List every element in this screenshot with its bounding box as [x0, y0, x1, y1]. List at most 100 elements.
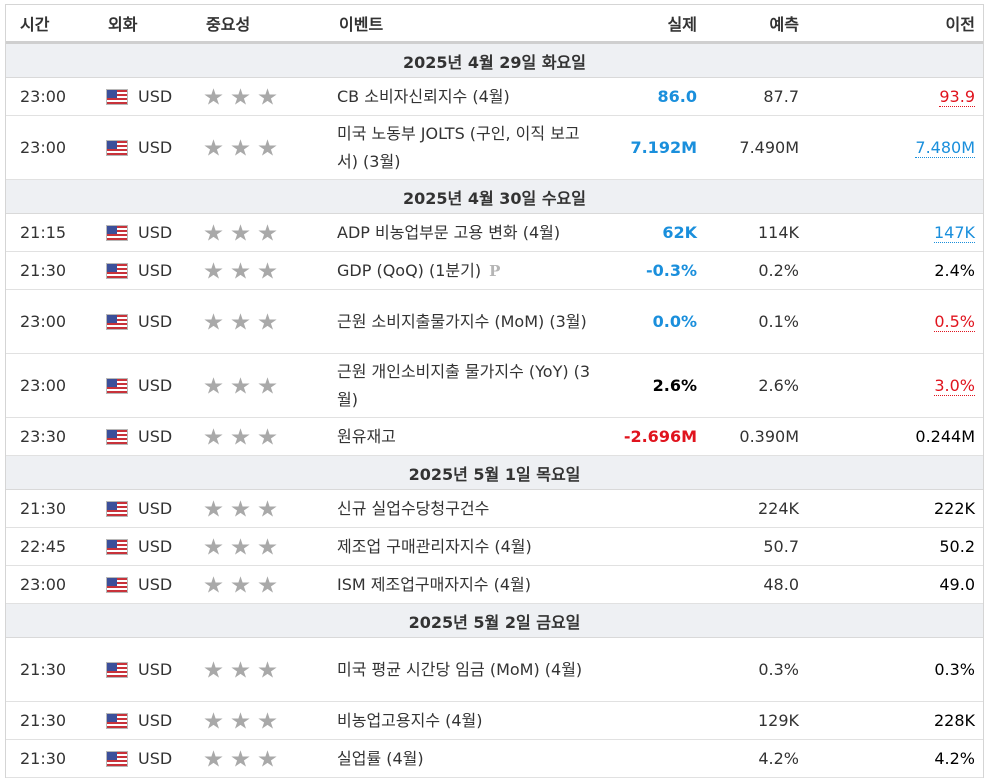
- star-icon: [231, 377, 250, 394]
- event-row[interactable]: 21:30 USD 실업률 (4월) 4.2% 4.2%: [6, 739, 983, 778]
- importance-stars: [204, 417, 337, 456]
- star-icon: [258, 262, 277, 279]
- header-actual[interactable]: 실제: [602, 5, 699, 44]
- event-time: 23:00: [6, 77, 106, 116]
- star-icon: [204, 576, 223, 593]
- event-name[interactable]: CB 소비자신뢰지수 (4월): [337, 86, 510, 106]
- event-forecast: 129K: [699, 701, 801, 740]
- star-icon: [204, 538, 223, 555]
- event-row[interactable]: 21:30 USD 신규 실업수당청구건수 224K 222K: [6, 489, 983, 528]
- us-flag-icon: [106, 662, 128, 678]
- event-previous-cell: 228K: [801, 701, 983, 740]
- event-row[interactable]: 23:00 USD 미국 노동부 JOLTS (구인, 이직 보고서) (3월) 7.…: [6, 115, 983, 180]
- event-name-cell: 제조업 구매관리자지수 (4월): [337, 527, 602, 566]
- star-icon: [231, 428, 250, 445]
- event-currency: USD: [138, 223, 173, 242]
- event-currency-cell: USD: [106, 251, 204, 290]
- event-row[interactable]: 23:00 USD 근원 개인소비지출 물가지수 (YoY) (3월) 2.6% 2.6…: [6, 353, 983, 418]
- star-icon: [231, 224, 250, 241]
- header-time[interactable]: 시간: [6, 5, 106, 44]
- event-currency: USD: [138, 499, 173, 518]
- event-row[interactable]: 21:30 USD 미국 평균 시간당 임금 (MoM) (4월) 0.3% 0.3%: [6, 637, 983, 702]
- event-name-cell: 근원 개인소비지출 물가지수 (YoY) (3월): [337, 353, 602, 418]
- event-currency-cell: USD: [106, 289, 204, 354]
- header-event[interactable]: 이벤트: [337, 5, 602, 44]
- event-actual: 86.0: [602, 77, 699, 116]
- event-previous-cell: 0.244M: [801, 417, 983, 456]
- header-currency[interactable]: 외화: [106, 5, 204, 44]
- importance-stars: [204, 353, 337, 418]
- event-previous-cell: 2.4%: [801, 251, 983, 290]
- star-icon: [258, 576, 277, 593]
- star-icon: [231, 262, 250, 279]
- event-row[interactable]: 21:30 USD 비농업고용지수 (4월) 129K 228K: [6, 701, 983, 740]
- event-time: 21:30: [6, 251, 106, 290]
- star-icon: [204, 139, 223, 156]
- event-row[interactable]: 23:00 USD ISM 제조업구매자지수 (4월) 48.0 49.0: [6, 565, 983, 604]
- event-name[interactable]: GDP (QoQ) (1분기): [337, 260, 482, 280]
- event-forecast: 224K: [699, 489, 801, 528]
- event-previous[interactable]: 3.0%: [934, 376, 975, 396]
- event-currency: USD: [138, 537, 173, 556]
- event-name[interactable]: 실업률 (4월): [337, 748, 424, 768]
- header-forecast[interactable]: 예측: [699, 5, 801, 44]
- event-currency-cell: USD: [106, 353, 204, 418]
- event-forecast: 50.7: [699, 527, 801, 566]
- event-name[interactable]: 미국 노동부 JOLTS (구인, 이직 보고서) (3월): [337, 123, 580, 171]
- event-previous[interactable]: 7.480M: [915, 138, 975, 158]
- event-currency-cell: USD: [106, 77, 204, 116]
- star-icon: [204, 88, 223, 105]
- event-forecast: 0.390M: [699, 417, 801, 456]
- event-currency-cell: USD: [106, 115, 204, 180]
- flag-canton: [107, 578, 117, 586]
- date-row: 2025년 5월 2일 금요일: [6, 603, 983, 638]
- event-actual: [602, 637, 699, 702]
- event-name[interactable]: 비농업고용지수 (4월): [337, 710, 483, 730]
- star-icon: [258, 313, 277, 330]
- event-row[interactable]: 21:15 USD ADP 비농업부문 고용 변화 (4월) 62K 114K 147K: [6, 213, 983, 252]
- event-previous[interactable]: 0.5%: [934, 312, 975, 332]
- event-name[interactable]: 원유재고: [337, 426, 396, 446]
- event-row[interactable]: 21:30 USD GDP (QoQ) (1분기) P -0.3% 0.2% 2.4%: [6, 251, 983, 290]
- event-name[interactable]: 신규 실업수당청구건수: [337, 498, 490, 518]
- event-row[interactable]: 23:00 USD CB 소비자신뢰지수 (4월) 86.0 87.7 93.9: [6, 77, 983, 116]
- star-icon: [204, 500, 223, 517]
- us-flag-icon: [106, 429, 128, 445]
- event-name[interactable]: ADP 비농업부문 고용 변화 (4월): [337, 222, 561, 242]
- event-name-cell: 비농업고용지수 (4월): [337, 701, 602, 740]
- event-row[interactable]: 23:30 USD 원유재고 -2.696M 0.390M 0.244M: [6, 417, 983, 456]
- event-name[interactable]: 미국 평균 시간당 임금 (MoM) (4월): [337, 659, 583, 679]
- header-previous[interactable]: 이전: [801, 5, 983, 44]
- flag-canton: [107, 264, 117, 272]
- event-name[interactable]: ISM 제조업구매자지수 (4월): [337, 574, 531, 594]
- star-icon: [258, 139, 277, 156]
- star-icon: [258, 661, 277, 678]
- event-name-cell: 원유재고: [337, 417, 602, 456]
- flag-canton: [107, 714, 117, 722]
- header-importance[interactable]: 중요성: [204, 5, 337, 44]
- star-icon: [231, 712, 250, 729]
- us-flag-icon: [106, 89, 128, 105]
- event-time: 21:30: [6, 489, 106, 528]
- star-icon: [231, 750, 250, 767]
- event-time: 21:30: [6, 739, 106, 778]
- flag-canton: [107, 663, 117, 671]
- event-previous[interactable]: 147K: [933, 223, 975, 243]
- event-name[interactable]: 근원 소비지출물가지수 (MoM) (3월): [337, 311, 587, 331]
- flag-canton: [107, 90, 117, 98]
- event-row[interactable]: 22:45 USD 제조업 구매관리자지수 (4월) 50.7 50.2: [6, 527, 983, 566]
- event-name[interactable]: 근원 개인소비지출 물가지수 (YoY) (3월): [337, 361, 591, 409]
- event-forecast: 4.2%: [699, 739, 801, 778]
- event-row[interactable]: 23:00 USD 근원 소비지출물가지수 (MoM) (3월) 0.0% 0.1% 0.…: [6, 289, 983, 354]
- event-name[interactable]: 제조업 구매관리자지수 (4월): [337, 536, 532, 556]
- date-row: 2025년 4월 30일 수요일: [6, 179, 983, 214]
- event-previous-cell: 4.2%: [801, 739, 983, 778]
- event-previous-cell: 49.0: [801, 565, 983, 604]
- event-previous-cell: 147K: [801, 213, 983, 252]
- star-icon: [258, 88, 277, 105]
- event-time: 21:30: [6, 637, 106, 702]
- event-previous[interactable]: 93.9: [939, 87, 975, 107]
- star-icon: [204, 224, 223, 241]
- star-icon: [231, 139, 250, 156]
- star-icon: [258, 500, 277, 517]
